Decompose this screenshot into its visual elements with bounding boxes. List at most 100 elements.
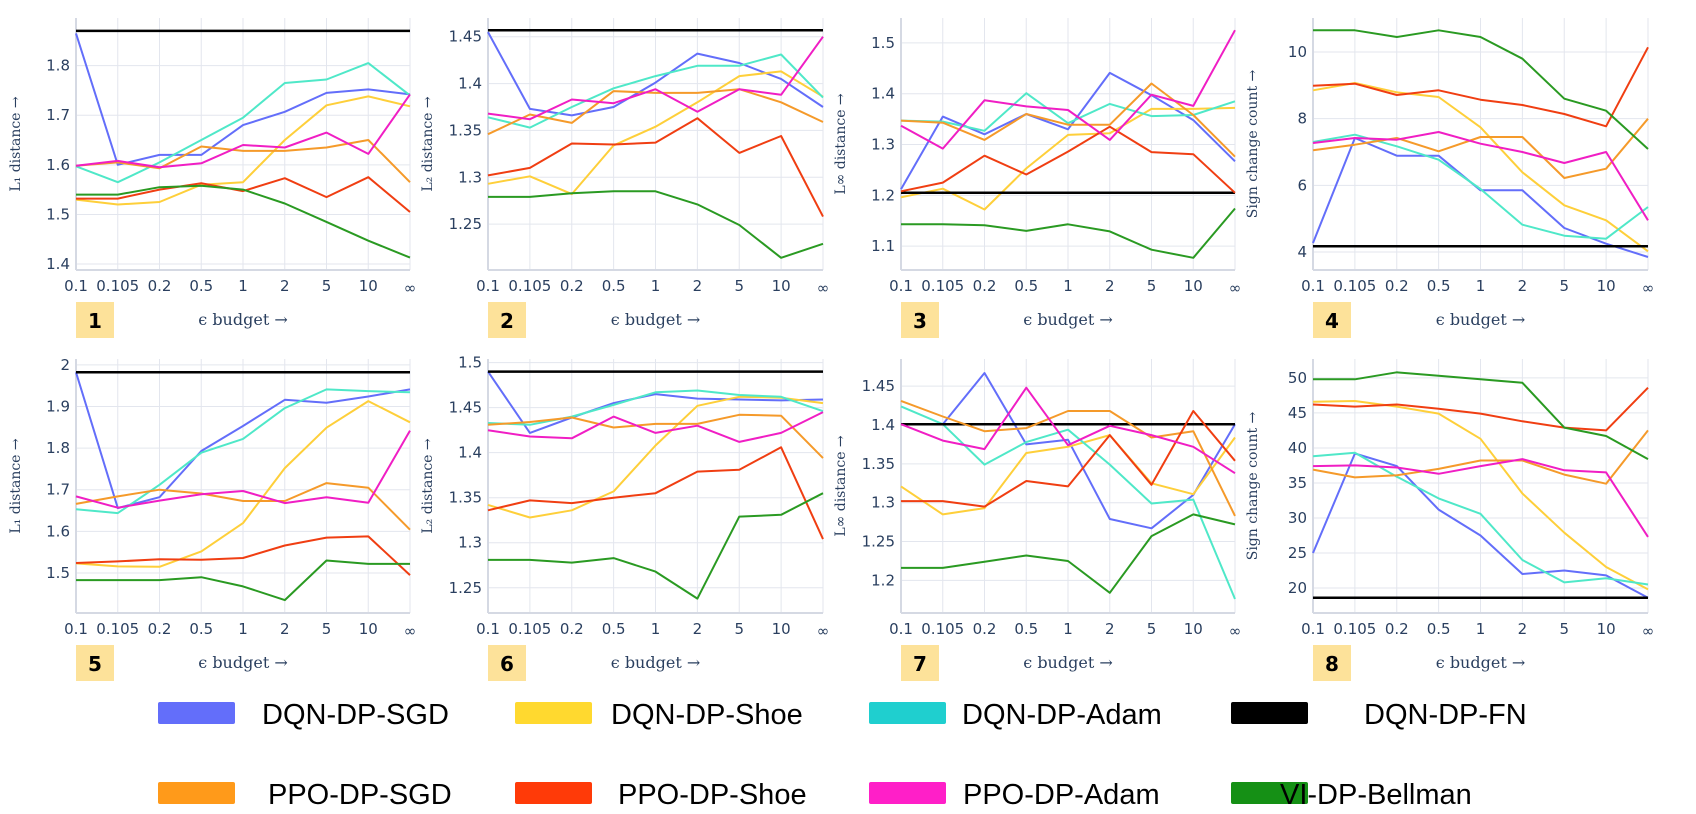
panel-number: 8 bbox=[1325, 652, 1339, 676]
y-tick-label: 1.7 bbox=[46, 481, 70, 499]
y-tick-label: 25 bbox=[1288, 544, 1307, 562]
x-tick-label: 0.1 bbox=[64, 277, 88, 295]
series-line-ppo-dp-shoe bbox=[1312, 386, 1649, 432]
x-tick-label: 10 bbox=[1597, 277, 1616, 295]
series-line-dqn-dp-shoe bbox=[75, 400, 411, 568]
y-tick-label: 50 bbox=[1288, 369, 1307, 387]
x-tick-label: 5 bbox=[322, 620, 332, 638]
y-tick-label: 1.1 bbox=[871, 237, 895, 255]
y-tick-label: 1.25 bbox=[862, 533, 895, 551]
y-tick-label: 1.5 bbox=[46, 205, 70, 223]
y-tick-label: 1.9 bbox=[46, 397, 70, 415]
series-line-ppo-dp-adam bbox=[75, 93, 411, 169]
x-tick-label: 0.5 bbox=[189, 620, 213, 638]
x-tick-label: 2 bbox=[693, 277, 703, 295]
x-tick-label: 0.5 bbox=[1427, 620, 1451, 638]
series-line-dqn-dp-adam bbox=[75, 62, 411, 184]
y-tick-label: 1.5 bbox=[871, 34, 895, 52]
series-line-dqn-dp-sgd bbox=[1312, 452, 1649, 599]
series-line-dqn-dp-shoe bbox=[900, 106, 1236, 211]
series-line-dqn-dp-shoe bbox=[1312, 82, 1649, 253]
x-tick-label: ∞ bbox=[817, 279, 830, 297]
x-tick-label: 5 bbox=[1147, 620, 1157, 638]
legend-item[interactable]: DQN-DP-Shoe bbox=[515, 699, 803, 731]
x-axis-label: ϵ budget → bbox=[611, 310, 700, 329]
x-tick-label: 0.2 bbox=[560, 620, 584, 638]
panel-number-box bbox=[1313, 645, 1351, 681]
legend-item[interactable]: DQN-DP-FN bbox=[1231, 699, 1527, 731]
x-axis-label: ϵ budget → bbox=[1436, 310, 1525, 329]
x-tick-label: 2 bbox=[1518, 277, 1528, 295]
legend-item[interactable]: PPO-DP-Adam bbox=[869, 779, 1160, 811]
panel-number: 7 bbox=[913, 652, 927, 676]
y-axis-label: L₂ distance → bbox=[420, 438, 436, 534]
x-axis-label: ϵ budget → bbox=[1023, 310, 1112, 329]
y-tick-label: 1.6 bbox=[46, 156, 70, 174]
panel-number: 1 bbox=[88, 309, 102, 333]
y-axis-label: Sign change count → bbox=[1245, 411, 1261, 560]
series-line-dqn-dp-adam bbox=[487, 53, 824, 129]
x-tick-label: 5 bbox=[1147, 277, 1157, 295]
panel-number-box bbox=[76, 302, 114, 338]
x-tick-label: 2 bbox=[1105, 277, 1115, 295]
series-line-ppo-dp-adam bbox=[900, 29, 1236, 150]
x-tick-label: 5 bbox=[734, 277, 744, 295]
y-tick-label: 1.5 bbox=[458, 354, 482, 372]
x-axis-label: ϵ budget → bbox=[1023, 653, 1112, 672]
y-axis-label: L∞ distance → bbox=[833, 435, 849, 537]
x-tick-label: 10 bbox=[1184, 620, 1203, 638]
panel-number: 6 bbox=[500, 652, 514, 676]
series-line-ppo-dp-sgd bbox=[75, 139, 411, 183]
x-tick-label: 0.5 bbox=[189, 277, 213, 295]
panel-number-box bbox=[488, 302, 526, 338]
x-tick-label: ∞ bbox=[817, 622, 830, 640]
x-tick-label: ∞ bbox=[404, 622, 417, 640]
series-line-ppo-dp-adam bbox=[1312, 131, 1649, 221]
x-tick-label: ∞ bbox=[1642, 279, 1655, 297]
x-tick-label: 2 bbox=[280, 620, 290, 638]
series-line-vi-dp-bellman bbox=[901, 513, 1236, 594]
series-line-dqn-dp-shoe bbox=[487, 395, 824, 519]
y-tick-label: 1.4 bbox=[46, 255, 70, 273]
series-line-ppo-dp-shoe bbox=[76, 176, 411, 213]
series-line-ppo-dp-shoe bbox=[487, 117, 824, 218]
legend-item[interactable]: DQN-DP-SGD bbox=[158, 699, 449, 731]
series-line-dqn-dp-shoe bbox=[900, 434, 1236, 516]
series-line-ppo-dp-sgd bbox=[900, 399, 1236, 517]
legend-item[interactable]: PPO-DP-SGD bbox=[158, 779, 452, 811]
x-tick-label: 1 bbox=[651, 620, 661, 638]
series-line-vi-dp-bellman bbox=[1313, 371, 1649, 460]
x-tick-label: 0.105 bbox=[921, 620, 964, 638]
series-line-vi-dp-bellman bbox=[1313, 29, 1649, 150]
legend-item[interactable]: VI-DP-Bellman bbox=[1231, 779, 1472, 811]
legend-swatch bbox=[515, 702, 592, 724]
x-tick-label: 0.1 bbox=[64, 620, 88, 638]
x-tick-label: 10 bbox=[772, 620, 791, 638]
series-line-ppo-dp-shoe bbox=[75, 535, 411, 576]
subplot-3: 0.1 0.105 0.2 0.5 1 2 5 10 ∞ 1.1 1.2 1.3 1.4 1.5 L∞ di… bbox=[833, 18, 1241, 338]
legend-item[interactable]: DQN-DP-Adam bbox=[869, 699, 1162, 731]
x-tick-label: ∞ bbox=[404, 279, 417, 297]
panel-number: 2 bbox=[500, 309, 514, 333]
x-tick-label: 10 bbox=[772, 277, 791, 295]
series-line-ppo-dp-shoe bbox=[901, 410, 1236, 508]
y-tick-label: 45 bbox=[1288, 404, 1307, 422]
x-tick-label: 0.2 bbox=[148, 277, 172, 295]
panel-number: 3 bbox=[913, 309, 927, 333]
legend-swatch bbox=[515, 782, 592, 804]
legend-swatch bbox=[869, 782, 946, 804]
y-tick-label: 1.6 bbox=[46, 522, 70, 540]
panel-number-box bbox=[901, 645, 939, 681]
y-tick-label: 1.7 bbox=[46, 106, 70, 124]
y-tick-label: 40 bbox=[1288, 439, 1307, 457]
x-tick-label: 0.2 bbox=[973, 277, 997, 295]
y-axis-label: Sign change count → bbox=[1245, 69, 1261, 218]
panel-number: 4 bbox=[1325, 309, 1339, 333]
legend-item[interactable]: PPO-DP-Shoe bbox=[515, 779, 807, 811]
subplot-2: 0.1 0.105 0.2 0.5 1 2 5 10 ∞ 1.25 1.3 1.35 1.4 1.45 L₂… bbox=[420, 18, 829, 338]
x-tick-label: 1 bbox=[651, 277, 661, 295]
series-line-ppo-dp-shoe bbox=[900, 125, 1236, 194]
x-tick-label: 1 bbox=[1476, 277, 1486, 295]
series-line-ppo-dp-sgd bbox=[75, 482, 411, 531]
x-tick-label: 0.1 bbox=[476, 620, 500, 638]
